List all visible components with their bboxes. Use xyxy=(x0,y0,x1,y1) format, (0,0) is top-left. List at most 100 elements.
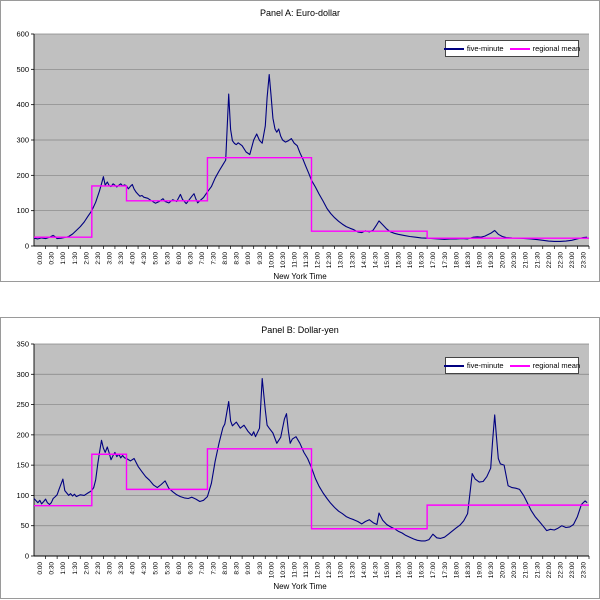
svg-text:21:30: 21:30 xyxy=(534,562,541,579)
svg-text:11:30: 11:30 xyxy=(303,562,310,578)
svg-text:23:30: 23:30 xyxy=(581,252,588,269)
svg-text:4:30: 4:30 xyxy=(141,252,148,265)
svg-text:23:30: 23:30 xyxy=(581,562,588,579)
svg-text:100: 100 xyxy=(16,206,29,215)
panel-a-chart-canvas: 0 100 200 300 400 500 600 0:00 0:30 1:00 1:30 2:00 2… xyxy=(16,30,590,269)
svg-text:11:00: 11:00 xyxy=(291,562,298,578)
panel-b-title: Panel B: Dollar-yen xyxy=(261,325,339,335)
svg-text:1:30: 1:30 xyxy=(72,252,79,265)
svg-text:20:30: 20:30 xyxy=(511,562,518,579)
svg-text:6:30: 6:30 xyxy=(187,562,194,575)
svg-text:0:00: 0:00 xyxy=(37,252,44,265)
svg-text:3:30: 3:30 xyxy=(118,252,125,265)
svg-text:100: 100 xyxy=(16,491,29,500)
svg-text:6:00: 6:00 xyxy=(176,252,183,265)
svg-text:22:00: 22:00 xyxy=(546,562,553,579)
chart-panel-a: 0 100 200 300 400 500 600 0:00 0:30 1:00 1:30 2:00 2… xyxy=(0,0,600,282)
panel-a-title: Panel A: Euro-dollar xyxy=(259,8,341,18)
svg-text:21:00: 21:00 xyxy=(523,562,530,579)
svg-text:8:00: 8:00 xyxy=(222,562,229,575)
legend-item-five-minute: five-minute xyxy=(443,361,504,370)
svg-text:5:00: 5:00 xyxy=(153,562,160,575)
legend-label-five-minute: five-minute xyxy=(466,44,504,53)
svg-text:15:00: 15:00 xyxy=(384,562,391,579)
svg-text:11:00: 11:00 xyxy=(291,252,298,268)
svg-text:10:30: 10:30 xyxy=(280,562,287,579)
legend-label-regional-mean: regional mean xyxy=(532,44,581,53)
svg-text:21:30: 21:30 xyxy=(534,252,541,269)
panel-a-legend: five-minute regional mean xyxy=(443,40,581,57)
svg-text:9:00: 9:00 xyxy=(245,562,252,575)
svg-text:20:00: 20:00 xyxy=(500,252,507,269)
svg-text:0:30: 0:30 xyxy=(49,562,56,575)
svg-text:17:30: 17:30 xyxy=(442,562,449,579)
svg-text:18:00: 18:00 xyxy=(453,562,460,579)
svg-text:19:30: 19:30 xyxy=(488,562,495,579)
svg-text:400: 400 xyxy=(16,100,29,109)
svg-text:13:00: 13:00 xyxy=(338,562,345,579)
panel-a-x-axis-title: New York Time xyxy=(273,272,327,281)
five-minute-line-swatch-icon xyxy=(443,47,464,50)
legend-label-regional-mean: regional mean xyxy=(532,361,581,370)
svg-text:600: 600 xyxy=(16,30,29,39)
svg-text:5:30: 5:30 xyxy=(164,562,171,575)
regional-mean-line-swatch-icon xyxy=(509,364,530,367)
svg-text:22:30: 22:30 xyxy=(557,562,564,579)
svg-text:18:00: 18:00 xyxy=(453,252,460,269)
legend-item-regional-mean: regional mean xyxy=(509,44,581,53)
svg-text:14:30: 14:30 xyxy=(372,252,379,269)
svg-text:500: 500 xyxy=(16,65,29,74)
svg-text:22:30: 22:30 xyxy=(557,252,564,269)
x-axis-labels: 0:00 0:30 1:00 1:30 2:00 2:30 3:00 3:30 4:00 4:30… xyxy=(37,246,590,269)
svg-text:1:00: 1:00 xyxy=(60,562,67,575)
panel-b-x-axis-title: New York Time xyxy=(273,582,327,591)
svg-text:12:00: 12:00 xyxy=(315,562,322,579)
svg-text:300: 300 xyxy=(16,136,29,145)
svg-text:200: 200 xyxy=(16,430,29,439)
svg-text:17:30: 17:30 xyxy=(442,252,449,269)
svg-text:7:00: 7:00 xyxy=(199,562,206,575)
svg-text:20:00: 20:00 xyxy=(500,562,507,579)
svg-text:6:30: 6:30 xyxy=(187,252,194,265)
svg-text:2:00: 2:00 xyxy=(83,562,90,575)
svg-text:10:30: 10:30 xyxy=(280,252,287,269)
svg-text:150: 150 xyxy=(16,461,29,470)
svg-text:0:30: 0:30 xyxy=(49,252,56,265)
svg-text:23:00: 23:00 xyxy=(569,252,576,269)
svg-text:18:30: 18:30 xyxy=(465,562,472,579)
svg-text:2:30: 2:30 xyxy=(95,562,102,575)
svg-text:12:00: 12:00 xyxy=(315,252,322,269)
svg-text:14:30: 14:30 xyxy=(372,562,379,579)
y-axis-labels: 0 100 200 300 400 500 600 xyxy=(16,30,29,251)
svg-text:250: 250 xyxy=(16,400,29,409)
legend-item-regional-mean: regional mean xyxy=(509,361,581,370)
panel-b-legend: five-minute regional mean xyxy=(443,357,581,374)
svg-text:0: 0 xyxy=(25,552,29,561)
svg-text:0:00: 0:00 xyxy=(37,562,44,575)
svg-text:10:00: 10:00 xyxy=(268,252,275,269)
svg-text:16:30: 16:30 xyxy=(419,252,426,269)
svg-text:8:30: 8:30 xyxy=(234,252,241,265)
svg-text:9:30: 9:30 xyxy=(257,562,264,575)
svg-text:2:00: 2:00 xyxy=(83,252,90,265)
svg-text:19:00: 19:00 xyxy=(476,562,483,579)
svg-text:16:00: 16:00 xyxy=(407,252,414,269)
series-regional-mean xyxy=(34,448,589,530)
regional-mean-line-swatch-icon xyxy=(509,47,530,50)
svg-text:8:30: 8:30 xyxy=(234,562,241,575)
svg-text:15:30: 15:30 xyxy=(396,562,403,579)
svg-text:17:00: 17:00 xyxy=(430,252,437,269)
x-axis-labels: 0:00 0:30 1:00 1:30 2:00 2:30 3:00 3:30 4:00 4:30… xyxy=(37,556,590,579)
chart-panel-b: 0 50 100 150 200 250 300 350 0:00 0:30 1:00 1:30 2:0… xyxy=(0,317,600,599)
y-axis-labels: 0 50 100 150 200 250 300 350 xyxy=(16,340,29,561)
svg-text:12:30: 12:30 xyxy=(326,562,333,579)
svg-text:13:00: 13:00 xyxy=(338,252,345,269)
svg-text:14:00: 14:00 xyxy=(361,252,368,269)
five-minute-line-swatch-icon xyxy=(443,364,464,367)
legend-label-five-minute: five-minute xyxy=(466,361,504,370)
svg-text:9:00: 9:00 xyxy=(245,252,252,265)
svg-text:7:30: 7:30 xyxy=(211,562,218,575)
svg-text:3:30: 3:30 xyxy=(118,562,125,575)
svg-text:350: 350 xyxy=(16,340,29,349)
